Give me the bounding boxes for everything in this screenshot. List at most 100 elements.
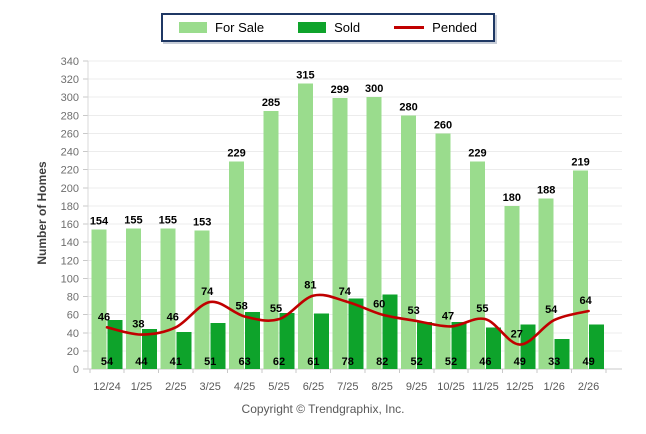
y-tick-label: 60 bbox=[67, 310, 79, 322]
y-tick-label: 240 bbox=[61, 147, 79, 159]
y-tick-label: 280 bbox=[61, 110, 79, 122]
value-label-sold: 49 bbox=[582, 356, 594, 368]
legend-item-pended: Pended bbox=[394, 20, 477, 35]
value-label-for-sale: 315 bbox=[296, 70, 314, 82]
x-tick-label: 2/26 bbox=[578, 381, 599, 393]
x-tick-label: 7/25 bbox=[337, 381, 358, 393]
y-tick-label: 100 bbox=[61, 273, 79, 285]
bar-for-sale bbox=[160, 228, 176, 369]
y-tick-label: 180 bbox=[61, 201, 79, 213]
y-tick-label: 200 bbox=[61, 183, 79, 195]
x-tick-label: 11/25 bbox=[472, 381, 499, 393]
bar-for-sale bbox=[263, 110, 279, 369]
bar-sold bbox=[451, 321, 467, 369]
pended-line-swatch-icon bbox=[394, 26, 425, 29]
legend-label-sold: Sold bbox=[334, 20, 361, 35]
x-tick-label: 10/25 bbox=[437, 381, 465, 393]
bar-sold bbox=[176, 331, 192, 369]
y-tick-label: 0 bbox=[73, 364, 79, 376]
y-tick-label: 140 bbox=[61, 237, 79, 249]
bar-for-sale bbox=[504, 205, 520, 369]
bar-sold bbox=[279, 312, 295, 369]
value-label-pended: 74 bbox=[339, 286, 352, 298]
y-tick-label: 300 bbox=[61, 92, 79, 104]
value-label-sold: 82 bbox=[376, 356, 388, 368]
y-tick-label: 260 bbox=[61, 128, 79, 140]
value-label-sold: 54 bbox=[101, 356, 114, 368]
bar-for-sale bbox=[366, 97, 382, 369]
x-tick-label: 4/25 bbox=[234, 381, 255, 393]
bar-sold bbox=[348, 298, 364, 369]
value-label-pended: 27 bbox=[511, 329, 523, 341]
bar-sold bbox=[417, 321, 433, 369]
value-label-sold: 49 bbox=[514, 356, 526, 368]
value-label-for-sale: 219 bbox=[571, 157, 589, 169]
value-label-for-sale: 155 bbox=[159, 215, 177, 227]
value-label-for-sale: 260 bbox=[434, 119, 452, 131]
bar-for-sale bbox=[573, 170, 589, 369]
bar-sold bbox=[210, 322, 226, 369]
value-label-for-sale: 188 bbox=[537, 185, 555, 197]
value-label-sold: 63 bbox=[238, 356, 250, 368]
legend-item-for-sale: For Sale bbox=[179, 20, 264, 35]
value-label-pended: 81 bbox=[304, 280, 316, 292]
x-tick-label: 1/25 bbox=[131, 381, 152, 393]
y-tick-label: 120 bbox=[61, 255, 79, 267]
value-label-for-sale: 285 bbox=[262, 97, 280, 109]
value-label-sold: 41 bbox=[170, 356, 182, 368]
value-label-sold: 46 bbox=[479, 356, 491, 368]
value-label-pended: 58 bbox=[235, 300, 247, 312]
bar-sold bbox=[589, 324, 605, 369]
value-label-sold: 62 bbox=[273, 356, 285, 368]
value-label-pended: 64 bbox=[579, 295, 592, 307]
value-label-pended: 54 bbox=[545, 304, 558, 316]
y-tick-label: 320 bbox=[61, 74, 79, 86]
legend-label-pended: Pended bbox=[432, 20, 477, 35]
bar-sold bbox=[382, 294, 398, 369]
value-label-for-sale: 155 bbox=[124, 215, 142, 227]
value-label-pended: 55 bbox=[270, 303, 282, 315]
bar-sold bbox=[554, 339, 570, 369]
value-label-pended: 46 bbox=[167, 311, 179, 323]
value-label-for-sale: 300 bbox=[365, 83, 383, 95]
y-tick-label: 160 bbox=[61, 219, 79, 231]
value-label-pended: 55 bbox=[476, 303, 488, 315]
value-label-sold: 78 bbox=[342, 356, 354, 368]
value-label-for-sale: 229 bbox=[227, 148, 245, 160]
pended-line bbox=[105, 293, 590, 346]
value-label-pended: 38 bbox=[132, 319, 144, 331]
bar-for-sale bbox=[538, 198, 554, 369]
sold-swatch-icon bbox=[298, 22, 327, 33]
x-tick-label: 5/25 bbox=[268, 381, 289, 393]
value-label-for-sale: 180 bbox=[503, 192, 521, 204]
x-tick-label: 8/25 bbox=[371, 381, 392, 393]
value-label-sold: 51 bbox=[204, 356, 216, 368]
legend: For Sale Sold Pended bbox=[161, 13, 495, 42]
copyright-text: Copyright © Trendgraphix, Inc. bbox=[241, 402, 405, 416]
value-label-pended: 53 bbox=[407, 305, 419, 317]
x-tick-label: 2/25 bbox=[165, 381, 186, 393]
x-tick-label: 1/26 bbox=[543, 381, 564, 393]
value-label-sold: 52 bbox=[445, 356, 457, 368]
legend-item-sold: Sold bbox=[298, 20, 360, 35]
bar-sold bbox=[520, 324, 536, 369]
value-label-sold: 61 bbox=[307, 356, 319, 368]
bar-for-sale bbox=[332, 98, 348, 369]
y-tick-label: 220 bbox=[61, 165, 79, 177]
value-label-sold: 52 bbox=[410, 356, 422, 368]
bar-sold bbox=[245, 311, 261, 369]
bar-sold bbox=[141, 329, 157, 369]
bar-for-sale bbox=[125, 228, 141, 369]
value-label-sold: 33 bbox=[548, 356, 560, 368]
bar-sold bbox=[313, 313, 329, 369]
bar-for-sale bbox=[435, 133, 451, 369]
value-label-for-sale: 154 bbox=[90, 215, 109, 227]
x-tick-label: 12/24 bbox=[93, 381, 121, 393]
value-label-pended: 47 bbox=[442, 310, 454, 322]
for-sale-swatch-icon bbox=[179, 22, 207, 33]
x-tick-label: 3/25 bbox=[199, 381, 220, 393]
value-label-pended: 60 bbox=[373, 299, 385, 311]
x-tick-label: 9/25 bbox=[406, 381, 427, 393]
